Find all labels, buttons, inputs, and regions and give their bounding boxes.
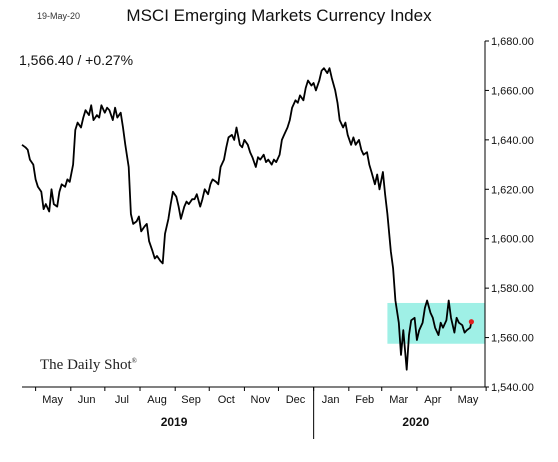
date-stamp: 19-May-20 bbox=[37, 11, 81, 21]
y-axis-ticks: 1,540.00 1,560.00 1,580.00 1,600.00 1,620.00… bbox=[485, 36, 534, 394]
x-month-label: Aug bbox=[147, 394, 167, 406]
y-tick-label: 1,640.00 bbox=[491, 135, 534, 147]
x-month-label: Mar bbox=[389, 394, 408, 406]
x-month-label: Nov bbox=[251, 394, 271, 406]
last-point-marker bbox=[468, 319, 474, 325]
y-tick-label: 1,600.00 bbox=[491, 234, 534, 246]
watermark-text: The Daily Shot bbox=[40, 357, 132, 373]
index-series-line bbox=[21, 67, 473, 371]
x-month-label: May bbox=[42, 394, 63, 406]
x-month-label: Jun bbox=[78, 394, 96, 406]
x-year-label: 2020 bbox=[402, 415, 429, 429]
x-month-label: May bbox=[458, 394, 479, 406]
watermark-mark: ® bbox=[131, 357, 137, 365]
x-month-label: Dec bbox=[286, 394, 306, 406]
x-month-label: Jul bbox=[115, 394, 129, 406]
x-month-label: Jan bbox=[322, 394, 340, 406]
x-year-label: 2019 bbox=[161, 415, 188, 429]
y-tick-label: 1,560.00 bbox=[491, 333, 534, 345]
watermark-logo: The Daily Shot® bbox=[40, 357, 137, 374]
x-month-label: Sep bbox=[181, 394, 201, 406]
chart-title: MSCI Emerging Markets Currency Index bbox=[126, 6, 432, 25]
x-axis-ticks: May Jun Jul Aug Sep Oct Nov Dec Jan Feb Mar Apr May 2… bbox=[35, 387, 487, 439]
y-tick-label: 1,660.00 bbox=[491, 85, 534, 97]
x-month-label: Apr bbox=[424, 394, 441, 406]
y-tick-label: 1,580.00 bbox=[491, 283, 534, 295]
y-tick-label: 1,680.00 bbox=[491, 36, 534, 48]
x-month-label: Oct bbox=[218, 394, 235, 406]
x-month-label: Feb bbox=[355, 394, 374, 406]
y-tick-label: 1,540.00 bbox=[491, 382, 534, 394]
value-readout: 1,566.40 / +0.27% bbox=[19, 52, 134, 68]
y-tick-label: 1,620.00 bbox=[491, 184, 534, 196]
